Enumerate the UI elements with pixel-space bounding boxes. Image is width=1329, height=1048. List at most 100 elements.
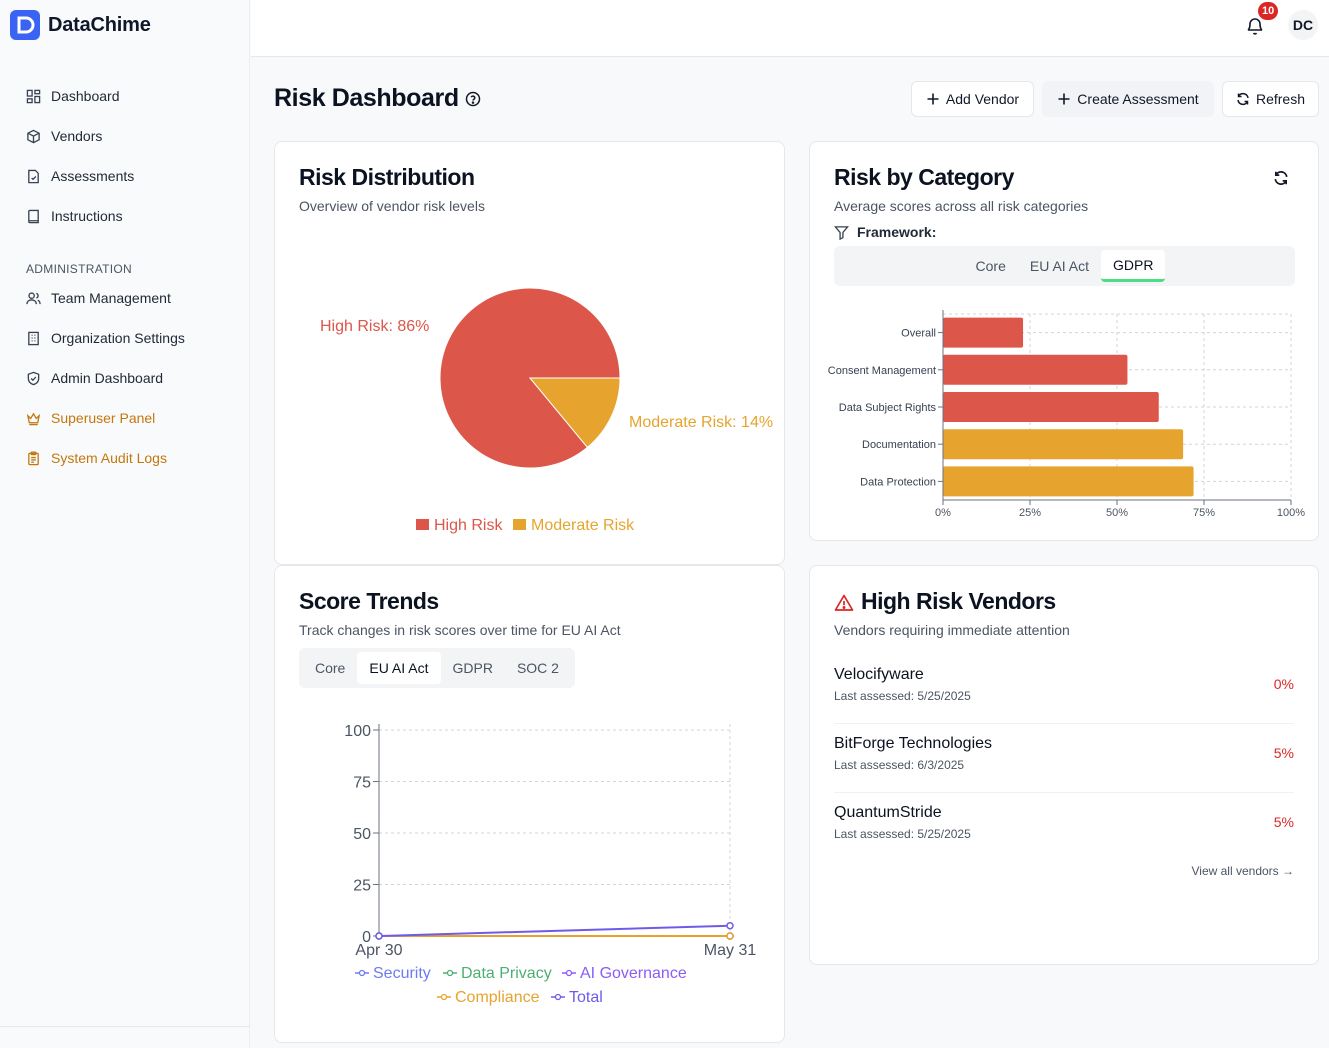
- tab-eu-ai-act[interactable]: EU AI Act: [1029, 258, 1090, 274]
- framework-filter: Framework:: [834, 224, 936, 240]
- legend-label-high-risk[interactable]: High Risk: [434, 517, 503, 534]
- legend-label: Data Privacy: [461, 965, 552, 982]
- vendor-last-assessed: Last assessed: 6/3/2025: [834, 758, 965, 772]
- legend-label: Compliance: [455, 989, 540, 1006]
- x-tick-label: 100%: [1277, 507, 1305, 519]
- sidebar-item-superuser-panel[interactable]: Superuser Panel: [26, 398, 241, 438]
- bar-data-subject-rights[interactable]: [943, 392, 1159, 422]
- risk-distribution-card: Risk Distribution Overview of vendor ris…: [274, 141, 785, 565]
- users-icon: [26, 291, 41, 304]
- risk-by-category-subtitle: Average scores across all risk categorie…: [834, 198, 1089, 214]
- high-risk-vendors-subtitle: Vendors requiring immediate attention: [834, 622, 1070, 638]
- alert-triangle-icon: [834, 594, 854, 611]
- notification-badge[interactable]: 10: [1258, 2, 1279, 20]
- y-tick-label: Data Protection: [860, 476, 936, 488]
- x-tick-label: 75%: [1193, 507, 1215, 519]
- risk-by-category-card: Risk by Category Average scores across a…: [809, 141, 1319, 541]
- legend-swatch-high-risk: [416, 519, 429, 530]
- add-vendor-button[interactable]: Add Vendor: [911, 81, 1034, 117]
- package-icon: [27, 129, 40, 143]
- sidebar-item-system-audit-logs[interactable]: System Audit Logs: [26, 438, 241, 478]
- sidebar-item-label: Team Management: [51, 290, 171, 306]
- score-trends-subtitle: Track changes in risk scores over time f…: [299, 622, 621, 638]
- pie-label-moderate-risk: Moderate Risk: 14%: [629, 414, 773, 431]
- refresh-label: Refresh: [1255, 91, 1306, 107]
- bar-data-protection[interactable]: [943, 466, 1194, 497]
- legend-label-moderate-risk[interactable]: Moderate Risk: [531, 517, 635, 534]
- file-check-icon: [28, 169, 39, 183]
- legend-marker: [440, 993, 448, 1001]
- x-tick-label: May 31: [704, 942, 757, 959]
- sidebar-item-dashboard[interactable]: Dashboard: [26, 76, 241, 116]
- page-title: Risk Dashboard: [274, 84, 459, 112]
- view-all-vendors-link[interactable]: View all vendors →: [1191, 864, 1295, 878]
- vendor-name: Velocifyware: [834, 666, 924, 683]
- avatar[interactable]: DC: [1288, 10, 1318, 40]
- y-tick-label: Data Subject Rights: [839, 402, 937, 414]
- legend-item-data-privacy[interactable]: Data Privacy: [443, 965, 552, 982]
- tab-eu-ai-act[interactable]: EU AI Act: [357, 652, 441, 684]
- legend-item-security[interactable]: Security: [355, 965, 431, 982]
- legend-label: Total: [569, 989, 603, 1006]
- data-point[interactable]: [375, 932, 383, 940]
- bar-overall[interactable]: [943, 317, 1024, 348]
- sidebar-item-assessments[interactable]: Assessments: [26, 156, 241, 196]
- shield-check-icon: [27, 371, 40, 385]
- bar-documentation[interactable]: [943, 429, 1184, 460]
- vendor-name: BitForge Technologies: [834, 735, 993, 752]
- sidebar-item-label: Instructions: [51, 208, 123, 224]
- create-assessment-label: Create Assessment: [1077, 91, 1199, 107]
- brand[interactable]: DataChime: [10, 10, 151, 40]
- tab-soc-2[interactable]: SOC 2: [516, 660, 559, 676]
- refresh-icon[interactable]: [1273, 170, 1289, 186]
- legend-marker: [358, 969, 366, 977]
- sidebar-item-admin-dashboard[interactable]: Admin Dashboard: [26, 358, 241, 398]
- sidebar-item-instructions[interactable]: Instructions: [26, 196, 241, 236]
- clipboard-icon: [28, 450, 39, 465]
- series-line-total[interactable]: [378, 924, 731, 937]
- help-circle-icon[interactable]: [465, 91, 481, 107]
- x-tick-label: 25%: [1019, 507, 1041, 519]
- sidebar-item-vendors[interactable]: Vendors: [26, 116, 241, 156]
- score-trends-line-chart: 0 25 50 75 100 Apr 30 May 31 Security Data Priva…: [344, 723, 757, 1006]
- y-tick-label: 75: [353, 775, 371, 792]
- legend-item-compliance[interactable]: Compliance: [437, 989, 540, 1006]
- crown-icon: [26, 412, 41, 425]
- score-trends-card: Score Trends Track changes in risk score…: [274, 565, 785, 1043]
- tab-core[interactable]: Core: [975, 258, 1006, 274]
- y-tick-label: 25: [353, 878, 371, 895]
- tab-core[interactable]: Core: [315, 660, 346, 676]
- dashboard-icon: [26, 89, 41, 103]
- tab-gdpr[interactable]: GDPR: [452, 660, 493, 676]
- trend-framework-tabs: Core EU AI Act GDPR SOC 2: [299, 648, 575, 688]
- x-tick-label: 0%: [935, 507, 951, 519]
- legend-label: Security: [373, 965, 431, 982]
- legend-label: AI Governance: [580, 965, 687, 982]
- create-assessment-button[interactable]: Create Assessment: [1042, 81, 1214, 117]
- list-item[interactable]: BitForge Technologies Last assessed: 6/3…: [834, 725, 1294, 793]
- legend-item-ai-governance[interactable]: AI Governance: [562, 965, 687, 982]
- list-item[interactable]: Velocifyware Last assessed: 5/25/2025 0%: [834, 656, 1294, 724]
- refresh-button[interactable]: Refresh: [1222, 81, 1319, 117]
- bar-consent-management[interactable]: [943, 354, 1128, 385]
- vendor-last-assessed: Last assessed: 5/25/2025: [834, 827, 971, 841]
- book-icon: [28, 209, 39, 223]
- data-point[interactable]: [726, 932, 734, 940]
- vendor-score: 0%: [1273, 676, 1294, 692]
- sidebar-item-label: System Audit Logs: [51, 450, 167, 466]
- framework-tabs: Core EU AI Act GDPR: [834, 246, 1295, 286]
- tab-gdpr[interactable]: GDPR: [1101, 250, 1166, 282]
- sidebar-item-team-management[interactable]: Team Management: [26, 278, 241, 318]
- sidebar-item-label: Vendors: [51, 128, 103, 144]
- risk-distribution-title: Risk Distribution: [299, 164, 475, 190]
- data-point[interactable]: [726, 921, 734, 930]
- high-risk-vendors-card: High Risk Vendors Vendors requiring imme…: [809, 565, 1319, 965]
- pie-slice-moderate-risk[interactable]: [528, 377, 621, 449]
- bell-icon[interactable]: [1245, 16, 1265, 36]
- refresh-icon: [1237, 92, 1249, 106]
- list-item[interactable]: QuantumStride Last assessed: 5/25/2025 5…: [834, 794, 1294, 862]
- sidebar-item-organization-settings[interactable]: Organization Settings: [26, 318, 241, 358]
- add-vendor-label: Add Vendor: [945, 91, 1020, 107]
- sidebar-item-label: Assessments: [51, 168, 135, 184]
- legend-item-total[interactable]: Total: [551, 989, 603, 1006]
